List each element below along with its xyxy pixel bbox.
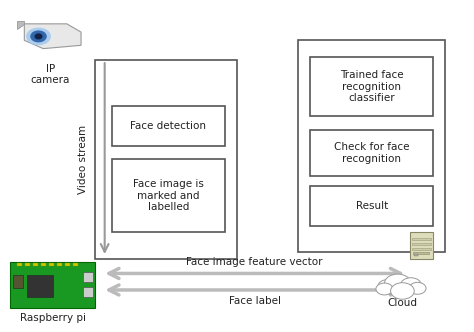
Bar (412, 248, 431, 250)
Bar (83, 287, 93, 296)
Bar (49, 263, 54, 266)
Polygon shape (17, 21, 24, 29)
Text: Face detection: Face detection (130, 121, 207, 131)
Circle shape (391, 283, 414, 299)
Bar (57, 263, 62, 266)
Polygon shape (24, 24, 81, 48)
Circle shape (376, 283, 393, 295)
Bar (73, 263, 78, 266)
Bar (10, 262, 95, 308)
Circle shape (409, 283, 426, 294)
Circle shape (401, 278, 421, 292)
Text: Face label: Face label (229, 296, 281, 306)
Text: Face image is
marked and
labelled: Face image is marked and labelled (133, 179, 204, 212)
Text: Result: Result (356, 201, 388, 211)
Bar (41, 263, 46, 266)
Bar (65, 263, 70, 266)
Bar (410, 232, 433, 259)
Bar (310, 186, 433, 225)
Bar (412, 238, 431, 240)
Circle shape (378, 280, 399, 294)
Bar (25, 263, 30, 266)
Bar (299, 41, 445, 252)
Bar (17, 263, 22, 266)
Text: Cloud: Cloud (387, 298, 418, 308)
Bar (310, 57, 433, 117)
Bar (412, 243, 431, 245)
Text: Video stream: Video stream (78, 125, 89, 194)
Circle shape (31, 31, 46, 42)
Bar (112, 107, 225, 146)
Circle shape (384, 274, 411, 292)
Text: Raspberry pi: Raspberry pi (20, 313, 86, 323)
Bar (413, 252, 429, 254)
Text: IP
camera: IP camera (31, 63, 70, 85)
Text: Trained face
recognition
classifier: Trained face recognition classifier (340, 70, 403, 103)
Text: Check for face
recognition: Check for face recognition (334, 142, 410, 164)
Circle shape (35, 34, 42, 39)
Circle shape (27, 28, 50, 45)
Bar (310, 129, 433, 176)
Bar (95, 60, 237, 259)
Bar (83, 272, 93, 282)
Bar (112, 159, 225, 232)
Text: Face image feature vector: Face image feature vector (186, 258, 323, 268)
Bar (33, 263, 38, 266)
Bar (27, 275, 53, 296)
Bar (12, 275, 23, 288)
Bar (414, 254, 418, 256)
